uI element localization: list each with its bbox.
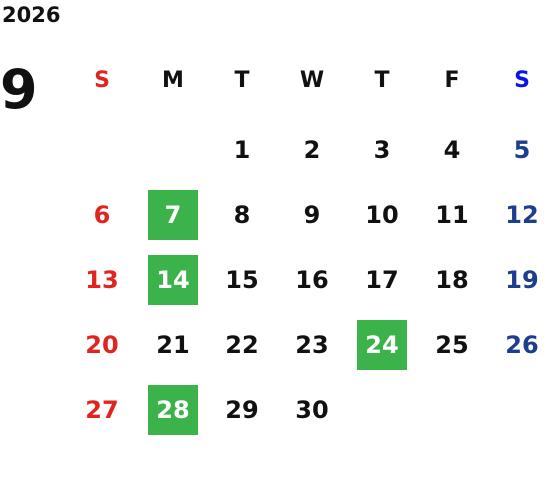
weekday-header: S [94, 67, 110, 93]
weekday-header: S [514, 67, 530, 93]
day: 18 [435, 266, 469, 294]
day: 19 [505, 266, 539, 294]
weekday-header: W [299, 67, 325, 93]
weekday-header: F [444, 67, 460, 93]
day-highlighted: 28 [148, 385, 198, 435]
day-highlighted: 24 [357, 320, 407, 370]
day: 13 [85, 266, 119, 294]
weekday-header: T [374, 67, 390, 93]
day: 27 [85, 396, 119, 424]
day: 20 [85, 331, 119, 359]
month: 9 [0, 58, 38, 121]
day: 2 [303, 136, 321, 164]
day: 16 [295, 266, 329, 294]
weekday-header: T [234, 67, 250, 93]
day-highlighted: 14 [148, 255, 198, 305]
day: 15 [225, 266, 259, 294]
day: 6 [93, 201, 111, 229]
day: 22 [225, 331, 259, 359]
day: 1 [233, 136, 251, 164]
day: 30 [295, 396, 329, 424]
day: 11 [435, 201, 469, 229]
day: 4 [443, 136, 461, 164]
day: 26 [505, 331, 539, 359]
day: 9 [303, 201, 321, 229]
day: 3 [373, 136, 391, 164]
day: 12 [505, 201, 539, 229]
day: 23 [295, 331, 329, 359]
day: 5 [513, 136, 531, 164]
weekday-header: M [162, 67, 184, 93]
day: 17 [365, 266, 399, 294]
day: 29 [225, 396, 259, 424]
day-highlighted: 7 [148, 190, 198, 240]
day: 25 [435, 331, 469, 359]
day: 10 [365, 201, 399, 229]
day: 8 [233, 201, 251, 229]
day: 21 [156, 331, 190, 359]
year: 2026 [2, 3, 61, 27]
